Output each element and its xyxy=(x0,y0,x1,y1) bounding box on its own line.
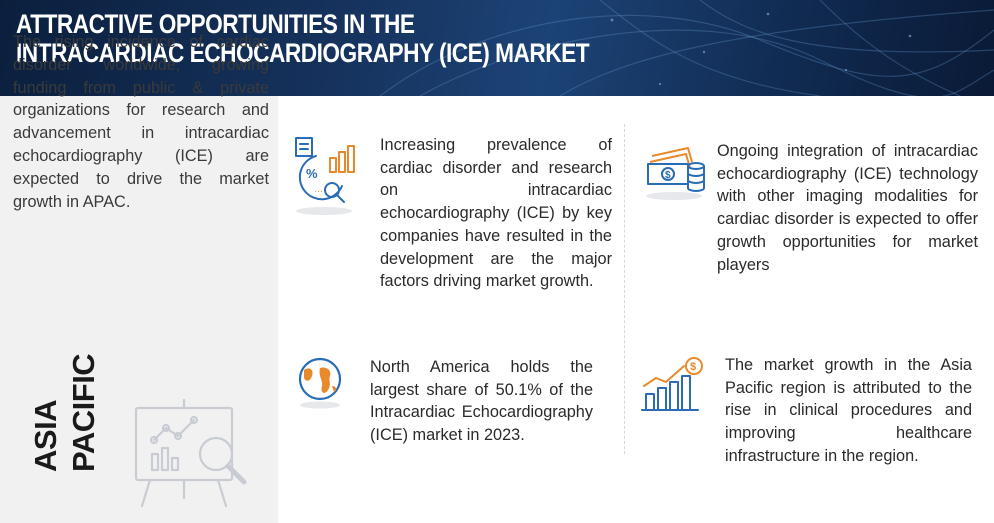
opportunity-card-text: Ongoing integration of intracardiac echo… xyxy=(717,142,978,274)
banner-decoration xyxy=(379,0,994,96)
region-label-line-2: PACIFIC xyxy=(66,353,101,472)
svg-text:%: % xyxy=(306,166,318,181)
column-divider xyxy=(624,124,625,454)
region-label: ASIA PACIFIC xyxy=(27,354,103,472)
page-title: ATTRACTIVE OPPORTUNITIES IN THE INTRACAR… xyxy=(16,9,590,68)
svg-text:···: ··· xyxy=(314,186,323,196)
svg-text:$: $ xyxy=(665,170,671,181)
growth-bar-chart-dollar-icon: $ xyxy=(641,357,703,411)
region-summary-text: The rising incidence of cardiac disorder… xyxy=(13,33,269,211)
globe-icon xyxy=(298,357,342,409)
money-coins-icon: $ xyxy=(646,147,705,200)
header-banner: ATTRACTIVE OPPORTUNITIES IN THE INTRACAR… xyxy=(0,0,994,96)
title-line-1: ATTRACTIVE OPPORTUNITIES IN THE xyxy=(16,9,415,39)
title-line-2: INTRACARDIAC ECHOCARDIOGRAPHY (ICE) MARK… xyxy=(16,38,590,68)
percent-chart-analytics-icon: % ··· xyxy=(295,137,355,215)
asia-pacific-growth-card-text: The market growth in the Asia Pacific re… xyxy=(725,356,972,465)
regional-share-card-text: North America holds the largest share of… xyxy=(370,358,593,445)
driver-card-text: Increasing prevalence of cardiac disorde… xyxy=(380,136,612,291)
region-label-line-1: ASIA xyxy=(28,399,63,472)
presentation-chart-magnifier-icon xyxy=(134,398,247,508)
svg-text:$: $ xyxy=(690,361,696,373)
